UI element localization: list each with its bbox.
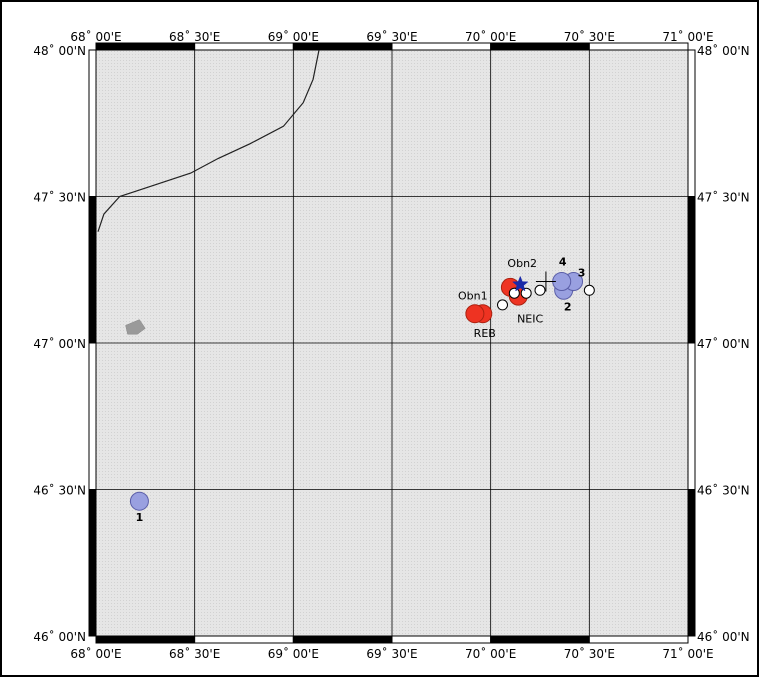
frame-bar-top (194, 42, 294, 51)
lon-label-bottom: 71˚ 00'E (662, 646, 713, 661)
lon-label-top: 71˚ 00'E (662, 29, 713, 44)
coastline (97, 49, 320, 232)
lat-label-left: 47˚ 30'N (33, 190, 86, 205)
label-obn2: Obn2 (507, 257, 537, 270)
lon-label-bottom: 70˚ 00'E (465, 646, 516, 661)
label-neic: NEIC (517, 312, 543, 325)
lon-label-bottom: 68˚ 30'E (169, 646, 220, 661)
lon-label-bottom: 69˚ 00'E (268, 646, 319, 661)
frame-bar-top (292, 42, 393, 51)
lat-label-right: 46˚ 30'N (697, 483, 750, 498)
frame-bar-left (88, 196, 97, 344)
event-number-label: 3 (578, 266, 586, 279)
lon-label-top: 70˚ 30'E (564, 29, 615, 44)
frame-bar-top (95, 42, 196, 51)
lon-label-top: 70˚ 00'E (465, 29, 516, 44)
event-red-marker (465, 304, 485, 324)
frame-bar-bottom (588, 635, 689, 644)
frame-bar-left (88, 489, 97, 637)
lat-label-right: 47˚ 30'N (697, 190, 750, 205)
lake (125, 319, 146, 335)
lon-label-bottom: 69˚ 30'E (366, 646, 417, 661)
frame-bar-right (687, 342, 696, 490)
lon-label-top: 69˚ 30'E (366, 29, 417, 44)
frame-bar-bottom (292, 635, 393, 644)
event-white-marker (534, 284, 546, 296)
lat-label-right: 46˚ 00'N (697, 629, 750, 644)
lon-label-top: 68˚ 30'E (169, 29, 220, 44)
event-white-marker (497, 299, 509, 311)
event-white-marker (520, 287, 532, 299)
frame-bar-right (687, 489, 696, 637)
frame-bar-top (588, 42, 689, 51)
event-number-label: 1 (136, 511, 144, 524)
lat-label-right: 47˚ 00'N (697, 336, 750, 351)
frame-bar-bottom (391, 635, 492, 644)
frame-bar-top (391, 42, 492, 51)
lat-label-left: 47˚ 00'N (33, 336, 86, 351)
label-obn1: Obn1 (458, 290, 488, 303)
lat-label-right: 48˚ 00'N (697, 43, 750, 58)
label-reb: REB (474, 327, 496, 340)
lon-label-top: 68˚ 00'E (70, 29, 121, 44)
frame-bar-top (490, 42, 590, 51)
lon-label-top: 69˚ 00'E (268, 29, 319, 44)
frame-bar-bottom (490, 635, 590, 644)
frame-bar-left (88, 49, 97, 197)
lat-label-left: 48˚ 00'N (33, 43, 86, 58)
event-blue-marker (129, 491, 149, 511)
frame-bar-right (687, 196, 696, 344)
event-white-marker (583, 284, 595, 296)
event-number-label: 2 (564, 300, 572, 313)
lat-label-left: 46˚ 00'N (33, 629, 86, 644)
frame-bar-right (687, 49, 696, 197)
lat-label-left: 46˚ 30'N (33, 483, 86, 498)
star-icon (512, 275, 529, 292)
frame-bar-left (88, 342, 97, 490)
lon-label-bottom: 68˚ 00'E (70, 646, 121, 661)
frame-bar-bottom (95, 635, 196, 644)
event-white-marker (508, 287, 520, 299)
lon-label-bottom: 70˚ 30'E (564, 646, 615, 661)
frame-bar-bottom (194, 635, 294, 644)
event-number-label: 4 (559, 255, 567, 268)
